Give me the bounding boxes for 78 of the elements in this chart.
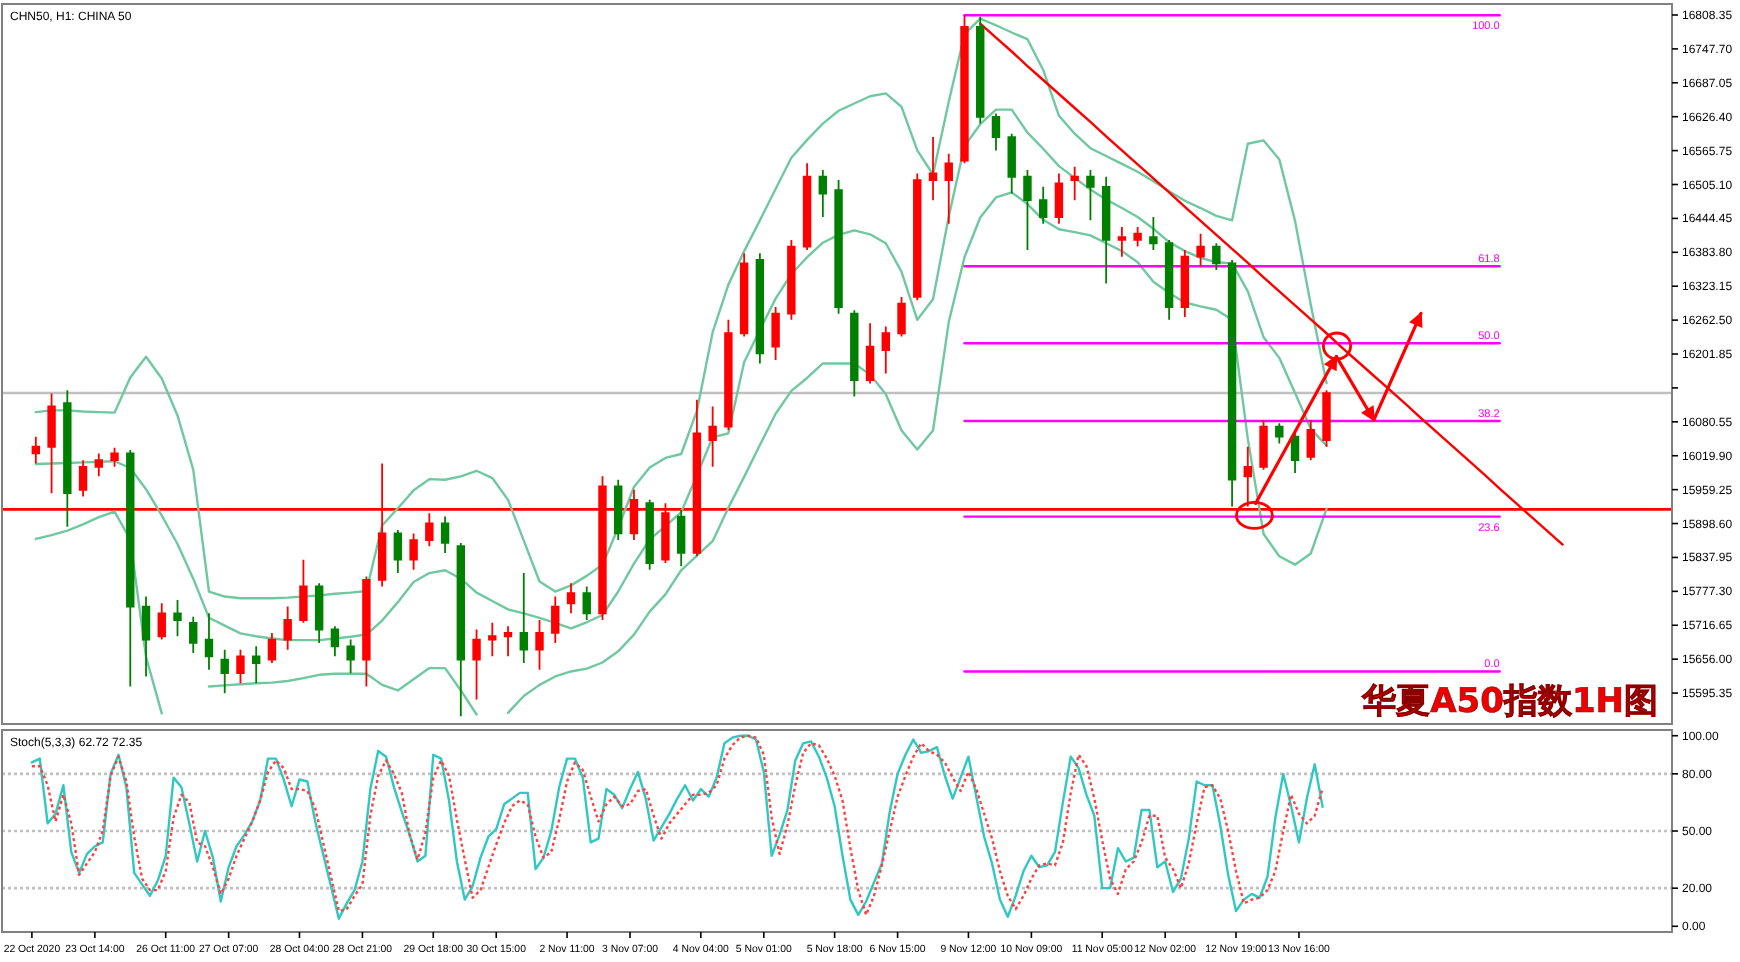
candlestick [802, 162, 812, 251]
candlestick [976, 15, 985, 125]
candlestick [1275, 422, 1284, 445]
annotation: 华夏A50指数1H图 [1360, 682, 1658, 722]
candlestick [708, 405, 717, 468]
candlestick [220, 648, 229, 695]
candlestick [31, 435, 41, 465]
candlestick [362, 575, 371, 688]
candlestick [456, 541, 466, 718]
candlestick [1196, 232, 1205, 268]
candlestick [1070, 165, 1079, 202]
candlestick [519, 572, 528, 664]
candlestick [173, 599, 182, 638]
candlestick [440, 515, 450, 554]
candlestick [472, 628, 481, 701]
candlestick [78, 459, 88, 498]
candlestick [676, 509, 686, 568]
candlestick [645, 498, 654, 571]
candlestick [834, 179, 843, 315]
candlestick [94, 452, 103, 478]
candlestick [346, 638, 355, 675]
candlestick [1322, 389, 1331, 448]
candlestick [1259, 419, 1268, 471]
line-series [34, 108, 1328, 642]
candlestick [724, 318, 733, 431]
candlestick [204, 612, 214, 671]
candlestick [582, 585, 591, 621]
candlestick [614, 478, 623, 541]
candlestick [1054, 172, 1064, 225]
candlestick [1306, 419, 1315, 462]
candlestick [236, 648, 245, 685]
candlestick [47, 392, 56, 495]
candlestick [141, 595, 151, 678]
candlestick [1212, 242, 1221, 271]
candlestick [566, 582, 576, 615]
candlestick [110, 446, 119, 468]
candlestick [1227, 259, 1237, 508]
candlestick [330, 625, 340, 658]
candlestick [881, 325, 890, 375]
candlestick [1023, 169, 1032, 251]
candlestick [1117, 226, 1127, 258]
candlestick [252, 645, 261, 685]
candlestick [1038, 185, 1048, 225]
candlestick [551, 595, 560, 644]
candlestick [771, 306, 780, 361]
candlestick [913, 172, 922, 302]
candlestick [1290, 429, 1300, 474]
candlestick [897, 296, 906, 338]
candlestick [1007, 132, 1016, 195]
candlestick [818, 169, 828, 218]
candlestick [409, 532, 418, 571]
candlestick [960, 14, 969, 165]
candlestick [503, 625, 513, 658]
candlestick [535, 619, 544, 671]
candlestick [189, 615, 198, 654]
candlestick [928, 136, 938, 202]
candlestick [314, 582, 324, 644]
candlestick [299, 558, 308, 624]
candlestick [126, 449, 135, 688]
candlestick [1180, 249, 1190, 318]
candlestick [755, 252, 765, 365]
candlestick [1101, 175, 1111, 285]
candlestick [63, 389, 72, 528]
candlestick [488, 621, 497, 658]
candlestick [1133, 226, 1142, 248]
candlestick [1149, 216, 1158, 251]
candlestick [944, 152, 953, 225]
candlestick [1164, 239, 1174, 321]
candlestick [865, 322, 875, 385]
candlestick [283, 605, 292, 651]
candlestick [787, 239, 796, 321]
candlestick [393, 529, 403, 574]
candlestick [991, 112, 1001, 152]
candlestick [1086, 169, 1095, 222]
candlestick [267, 631, 277, 664]
candlestick [157, 602, 166, 641]
candlestick [850, 309, 859, 398]
candlestick [739, 252, 749, 338]
